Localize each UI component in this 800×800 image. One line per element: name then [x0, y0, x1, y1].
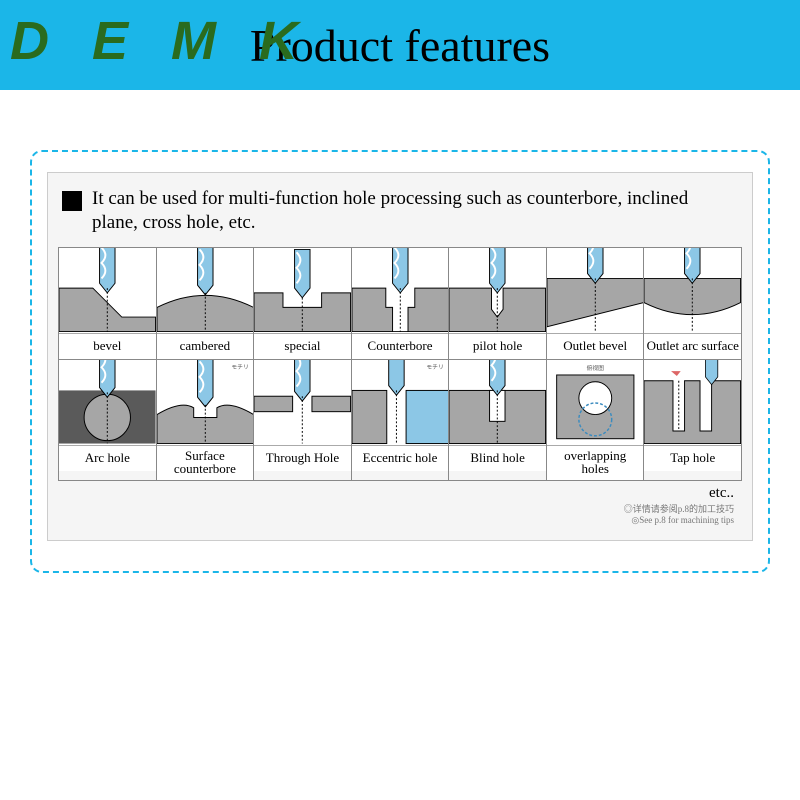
svg-text:モチリ: モチリ [231, 364, 248, 371]
label-surface-counterbore: Surface counterbore [157, 445, 254, 480]
label-cambered: cambered [157, 333, 254, 359]
illus-arc-hole [59, 360, 156, 445]
inner-panel: It can be used for multi-function hole p… [47, 172, 753, 541]
content-frame: It can be used for multi-function hole p… [30, 150, 770, 573]
illus-counterbore [352, 248, 449, 333]
illus-tap-hole [644, 360, 741, 445]
svg-text:俯视图: 俯视图 [587, 364, 605, 372]
label-outlet-bevel: Outlet bevel [547, 333, 644, 359]
footnote-1: ◎详情请参阅p.8的加工技巧 [58, 502, 742, 515]
cell-bevel: bevel [58, 248, 157, 360]
grid-row-2: Arc hole モチリ Surface counterbore [58, 360, 742, 481]
illus-through-hole [254, 360, 351, 445]
illus-outlet-bevel [547, 248, 644, 333]
label-pilot-hole: pilot hole [449, 333, 546, 359]
cell-eccentric-hole: モチリ Eccentric hole [352, 360, 450, 481]
illus-bevel [59, 248, 156, 333]
illus-pilot-hole [449, 248, 546, 333]
illus-overlapping-holes: 俯视图 [547, 360, 644, 445]
grid-row-1: bevel cambered [58, 248, 742, 360]
label-tap-hole: Tap hole [644, 445, 741, 471]
cell-arc-hole: Arc hole [58, 360, 157, 481]
cell-special: special [254, 248, 352, 360]
label-overlapping-holes: overlapping holes [547, 445, 644, 480]
svg-text:モチリ: モチリ [426, 364, 443, 371]
cell-through-hole: Through Hole [254, 360, 352, 481]
cell-outlet-bevel: Outlet bevel [547, 248, 645, 360]
cell-outlet-arc: Outlet arc surface [644, 248, 742, 360]
illus-outlet-arc [644, 248, 741, 333]
description-text: It can be used for multi-function hole p… [92, 187, 738, 235]
label-blind-hole: Blind hole [449, 445, 546, 471]
illus-eccentric-hole: モチリ [352, 360, 449, 445]
footnote-2: ◎See p.8 for machining tips [58, 515, 742, 526]
illus-cambered [157, 248, 254, 333]
cell-overlapping-holes: 俯视图 overlapping holes [547, 360, 645, 481]
illus-blind-hole [449, 360, 546, 445]
bullet-icon [62, 191, 82, 211]
description-row: It can be used for multi-function hole p… [58, 181, 742, 247]
label-through-hole: Through Hole [254, 445, 351, 471]
cell-pilot-hole: pilot hole [449, 248, 547, 360]
cell-blind-hole: Blind hole [449, 360, 547, 481]
cell-cambered: cambered [157, 248, 255, 360]
diagram-grid: bevel cambered [58, 247, 742, 481]
cell-counterbore: Counterbore [352, 248, 450, 360]
label-bevel: bevel [59, 333, 156, 359]
cell-tap-hole: Tap hole [644, 360, 742, 481]
label-eccentric-hole: Eccentric hole [352, 445, 449, 471]
etc-text: etc.. [58, 481, 742, 502]
label-special: special [254, 333, 351, 359]
label-outlet-arc: Outlet arc surface [644, 333, 741, 359]
brand-watermark: D E M K [10, 10, 312, 72]
illus-special [254, 248, 351, 333]
illus-surface-counterbore: モチリ [157, 360, 254, 445]
label-arc-hole: Arc hole [59, 445, 156, 471]
cell-surface-counterbore: モチリ Surface counterbore [157, 360, 255, 481]
label-counterbore: Counterbore [352, 333, 449, 359]
